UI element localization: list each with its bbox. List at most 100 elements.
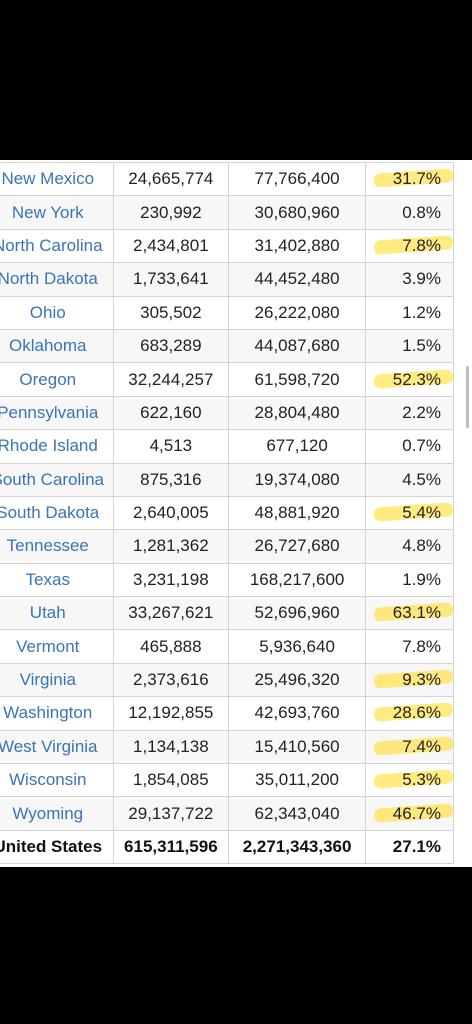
percent-text: 7.4% (402, 736, 441, 756)
table-row: New Mexico 24,665,774 77,766,400 31.7% (0, 161, 455, 197)
percent-text: 7.8% (402, 636, 441, 656)
state-link[interactable]: South Dakota (0, 495, 114, 531)
total-area-cell: 44,087,680 (228, 328, 366, 364)
state-link[interactable]: New York (0, 195, 114, 230)
value-cell: 32,244,257 (112, 362, 230, 397)
state-link[interactable]: Wisconsin (0, 763, 114, 798)
percent-text: 31.7% (392, 169, 441, 189)
percent-text: 0.7% (402, 436, 441, 456)
state-link[interactable]: Oregon (0, 362, 114, 397)
percent-cell: 7.4% (364, 729, 455, 765)
state-link[interactable]: North Dakota (0, 262, 114, 297)
table-row: Wisconsin 1,854,085 35,011,200 5.3% (0, 763, 455, 798)
table-row: North Carolina 2,434,801 31,402,880 7.8% (0, 228, 455, 264)
state-link[interactable]: Rhode Island (0, 429, 114, 464)
total-area-cell: 26,727,680 (228, 529, 366, 564)
percent-text: 4.8% (402, 536, 441, 556)
table-row: Vermont 465,888 5,936,640 7.8% (0, 629, 455, 664)
value-cell: 1,854,085 (112, 763, 230, 798)
table-body: New Mexico 24,665,774 77,766,400 31.7% New Y… (0, 161, 455, 865)
state-link[interactable]: New Mexico (0, 161, 114, 197)
percent-cell: 1.2% (364, 295, 455, 330)
value-cell: 1,134,138 (112, 729, 230, 765)
percent-cell: 0.8% (364, 195, 455, 230)
percent-cell: 5.3% (364, 763, 455, 798)
percent-text: 5.4% (402, 503, 441, 523)
percent-cell: 31.7% (364, 161, 455, 197)
table-row: Utah 33,267,621 52,696,960 63.1% (0, 596, 455, 631)
value-cell: 683,289 (112, 328, 230, 364)
total-area-cell: 35,011,200 (228, 763, 366, 798)
table-row: South Carolina 875,316 19,374,080 4.5% (0, 462, 455, 497)
percent-cell: 28.6% (364, 696, 455, 731)
value-cell: 1,733,641 (112, 262, 230, 297)
percent-text: 0.8% (402, 202, 441, 222)
total-area-cell: 61,598,720 (228, 362, 366, 397)
state-link[interactable]: West Virginia (0, 729, 114, 765)
percent-cell: 46.7% (364, 796, 455, 831)
value-cell: 24,665,774 (112, 161, 230, 197)
value-cell: 875,316 (112, 462, 230, 497)
percent-text: 7.8% (402, 235, 441, 255)
total-area-cell: 30,680,960 (228, 195, 366, 230)
total-area-cell: 5,936,640 (228, 629, 366, 664)
total-value: 615,311,596 (112, 829, 230, 865)
total-area-cell: 77,766,400 (228, 161, 366, 197)
percent-cell: 7.8% (364, 228, 455, 264)
percent-cell: 7.8% (364, 629, 455, 664)
state-link[interactable]: Texas (0, 562, 114, 598)
value-cell: 465,888 (112, 629, 230, 664)
table-row: Ohio 305,502 26,222,080 1.2% (0, 295, 455, 330)
state-link[interactable]: Washington (0, 696, 114, 731)
table-row: Oklahoma 683,289 44,087,680 1.5% (0, 328, 455, 364)
percent-text: 4.5% (402, 469, 441, 489)
percent-cell: 1.9% (364, 562, 455, 598)
percent-text: 63.1% (392, 603, 441, 623)
state-link[interactable]: Oklahoma (0, 328, 114, 364)
total-area-cell: 31,402,880 (228, 228, 366, 264)
table-row: West Virginia 1,134,138 15,410,560 7.4% (0, 729, 455, 765)
percent-cell: 63.1% (364, 596, 455, 631)
percent-text: 1.5% (402, 336, 441, 356)
state-link[interactable]: Virginia (0, 662, 114, 698)
state-link[interactable]: Vermont (0, 629, 114, 664)
percent-text: 5.3% (402, 770, 441, 790)
value-cell: 4,513 (112, 429, 230, 464)
percent-text: 52.3% (392, 369, 441, 389)
table-row: Pennsylvania 622,160 28,804,480 2.2% (0, 395, 455, 431)
total-area-cell: 52,696,960 (228, 596, 366, 631)
state-link[interactable]: Pennsylvania (0, 395, 114, 431)
state-link[interactable]: South Carolina (0, 462, 114, 497)
value-cell: 3,231,198 (112, 562, 230, 598)
total-area-cell: 25,496,320 (228, 662, 366, 698)
percent-text: 1.9% (402, 569, 441, 589)
value-cell: 305,502 (112, 295, 230, 330)
state-link[interactable]: Wyoming (0, 796, 114, 831)
table-row: New York 230,992 30,680,960 0.8% (0, 195, 455, 230)
percent-cell: 2.2% (364, 395, 455, 431)
scroll-indicator[interactable] (466, 366, 469, 428)
percent-cell: 1.5% (364, 328, 455, 364)
percent-text: 28.6% (392, 703, 441, 723)
value-cell: 12,192,855 (112, 696, 230, 731)
state-link[interactable]: Tennessee (0, 529, 114, 564)
state-link[interactable]: Utah (0, 596, 114, 631)
value-cell: 622,160 (112, 395, 230, 431)
percent-cell: 5.4% (364, 495, 455, 531)
total-area-cell: 62,343,040 (228, 796, 366, 831)
table-container: New Mexico 24,665,774 77,766,400 31.7% New Y… (0, 160, 472, 867)
value-cell: 2,373,616 (112, 662, 230, 698)
table-row: Washington 12,192,855 42,693,760 28.6% (0, 696, 455, 731)
state-link[interactable]: North Carolina (0, 228, 114, 264)
percent-text: 1.2% (402, 302, 441, 322)
total-percent: 27.1% (364, 829, 455, 865)
state-link[interactable]: Ohio (0, 295, 114, 330)
percent-cell: 9.3% (364, 662, 455, 698)
total-area-cell: 19,374,080 (228, 462, 366, 497)
percent-cell: 4.8% (364, 529, 455, 564)
value-cell: 2,434,801 (112, 228, 230, 264)
total-area-cell: 168,217,600 (228, 562, 366, 598)
value-cell: 29,137,722 (112, 796, 230, 831)
table-row: Texas 3,231,198 168,217,600 1.9% (0, 562, 455, 598)
top-black-bar (0, 0, 472, 160)
